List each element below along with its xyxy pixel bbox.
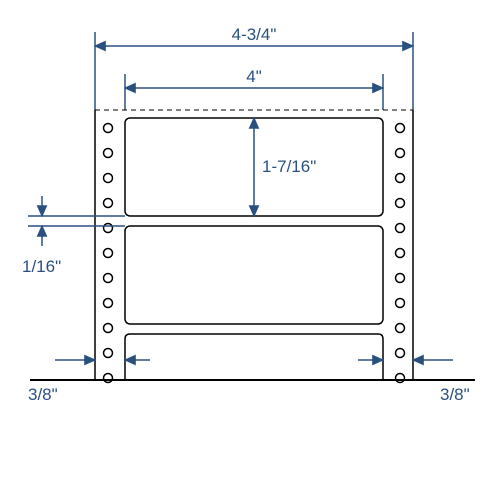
label-dimension-diagram: 4-3/4" 4" — [0, 0, 500, 500]
label-2 — [125, 226, 383, 324]
holes-left — [104, 124, 113, 383]
dim-label-height-text: 1-7/16" — [262, 157, 316, 176]
dim-margin-right: 3/8" — [358, 360, 470, 404]
dim-margin-right-text: 3/8" — [440, 385, 470, 404]
dim-gap-text: 1/16" — [22, 257, 61, 276]
dim-margin-left-text: 3/8" — [28, 385, 58, 404]
label-3-partial — [125, 334, 383, 380]
dim-label-height: 1-7/16" — [254, 118, 316, 216]
dim-margin-left: 3/8" — [28, 360, 150, 404]
dim-label-width-text: 4" — [246, 67, 262, 86]
dim-label-width: 4" — [125, 67, 383, 110]
holes-right — [396, 124, 405, 383]
dim-overall-width-text: 4-3/4" — [232, 25, 277, 44]
